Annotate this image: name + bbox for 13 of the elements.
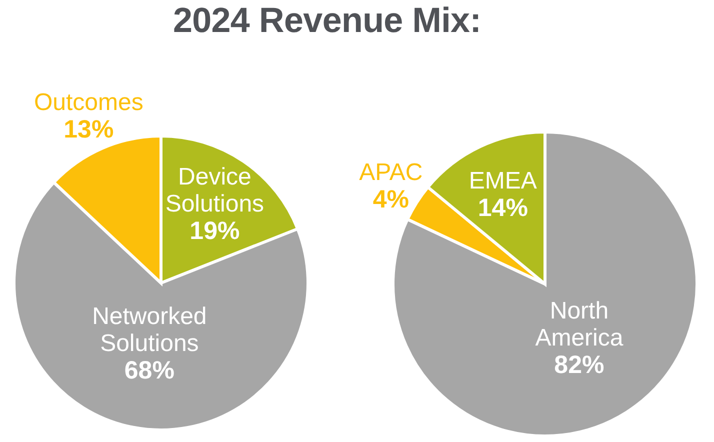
data-label: 68% [124,356,174,385]
chart-title: 2024 Revenue Mix: [172,0,482,42]
slice-label: North America [535,297,624,352]
slice-label: EMEA [468,168,537,195]
slice-label: Outcomes [34,88,144,116]
data-label: 4% [372,186,409,214]
slice-label: APAC [359,159,423,186]
data-label: 19% [190,216,240,245]
slice-label: Networked Solutions [92,303,207,358]
data-label: 82% [554,350,604,379]
data-label: 14% [478,194,528,222]
data-label: 13% [64,115,114,144]
slice-label: Device Solutions [165,163,264,218]
